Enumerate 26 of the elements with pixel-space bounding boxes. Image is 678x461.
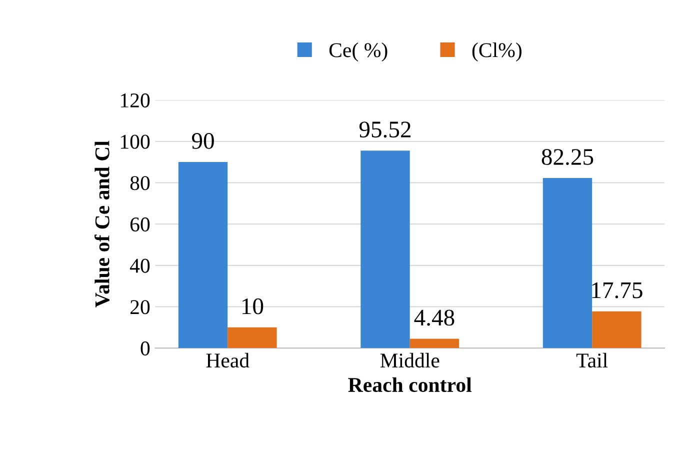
bar (542, 178, 592, 348)
y-tick-label: 40 (130, 258, 150, 273)
data-label: 90 (192, 132, 214, 149)
x-tick-label: Tail (576, 352, 608, 368)
bar (592, 311, 642, 348)
y-axis-title: Value of Ce and Cl (94, 140, 110, 308)
data-label: 95.52 (359, 122, 411, 138)
data-label: 82.25 (542, 148, 594, 166)
x-tick-label: Head (206, 352, 250, 368)
bar (410, 338, 460, 348)
x-tick-label: Middle (380, 352, 440, 368)
legend-label: (Cl%) (472, 42, 522, 62)
y-tick-label: 80 (130, 176, 150, 190)
data-label: 17.75 (592, 282, 642, 298)
y-tick-label: 120 (120, 93, 150, 108)
bar (178, 162, 228, 348)
x-axis-title: Reach control (348, 377, 472, 392)
data-label: 4.48 (414, 310, 454, 326)
bar (360, 150, 410, 348)
legend-label: Ce( %) (329, 42, 388, 62)
y-tick-label: 60 (130, 217, 150, 232)
y-tick-label: 100 (120, 134, 150, 149)
data-label: 10 (242, 298, 264, 314)
bar (228, 327, 277, 348)
y-tick-label: 20 (130, 300, 150, 314)
y-tick-label: 0 (140, 341, 150, 356)
